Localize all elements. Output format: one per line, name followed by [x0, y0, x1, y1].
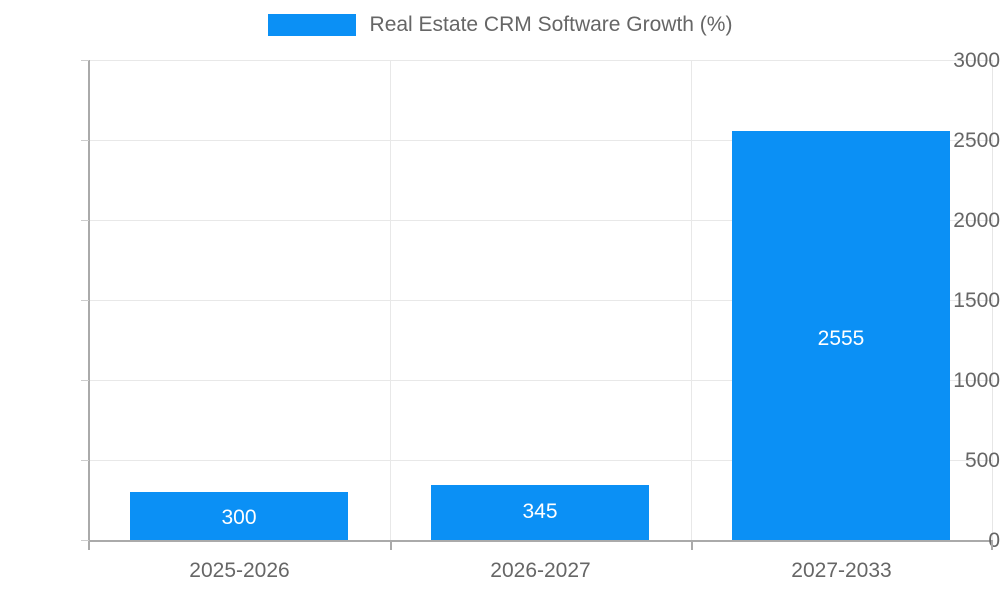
plot-area: 300 345 2555 — [89, 60, 993, 540]
y-tick-mark-1000 — [81, 380, 89, 381]
y-tick-mark-500 — [81, 460, 89, 461]
gridline-x-1 — [390, 60, 391, 540]
x-axis-tick-label-2025-2026: 2025-2026 — [189, 559, 290, 582]
y-axis-tick-label: 2500 — [953, 129, 1000, 152]
y-axis-tick-label: 3000 — [953, 49, 1000, 72]
legend-item-label: Real Estate CRM Software Growth (%) — [369, 13, 733, 36]
x-axis-tick-label-2027-2033: 2027-2033 — [791, 559, 892, 582]
gridline-y-500 — [89, 460, 993, 461]
legend-item-real-estate-crm-software-growth[interactable]: Real Estate CRM Software Growth (%) — [267, 13, 733, 36]
x-axis-line — [89, 540, 993, 542]
y-tick-mark-0 — [81, 540, 89, 541]
bar-2025-2026[interactable] — [130, 492, 348, 540]
y-tick-mark-3000 — [81, 60, 89, 61]
bar-2027-2033[interactable] — [732, 131, 950, 540]
y-axis-tick-label: 500 — [964, 449, 1000, 472]
x-tick-mark-end — [991, 541, 993, 550]
chart-legend: Real Estate CRM Software Growth (%) — [0, 14, 1000, 36]
gridline-y-2000 — [89, 220, 993, 221]
y-axis-line — [88, 60, 90, 541]
x-tick-mark-1 — [390, 541, 392, 550]
gridline-y-1500 — [89, 300, 993, 301]
bar-2026-2027[interactable] — [431, 485, 649, 540]
legend-color-swatch-icon — [267, 14, 356, 36]
y-tick-mark-2500 — [81, 140, 89, 141]
gridline-y-2500 — [89, 140, 993, 141]
y-axis-tick-label: 2000 — [953, 209, 1000, 232]
y-tick-mark-1500 — [81, 300, 89, 301]
y-axis-tick-label: 0 — [988, 529, 1000, 552]
gridline-y-1000 — [89, 380, 993, 381]
x-tick-mark-start — [88, 541, 90, 550]
gridline-x-2 — [691, 60, 692, 540]
y-axis-tick-label: 1000 — [953, 369, 1000, 392]
x-tick-mark-2 — [691, 541, 693, 550]
y-tick-mark-2000 — [81, 220, 89, 221]
gridline-y-3000 — [89, 60, 993, 61]
y-axis-tick-label: 1500 — [953, 289, 1000, 312]
x-axis-tick-label-2026-2027: 2026-2027 — [490, 559, 591, 582]
